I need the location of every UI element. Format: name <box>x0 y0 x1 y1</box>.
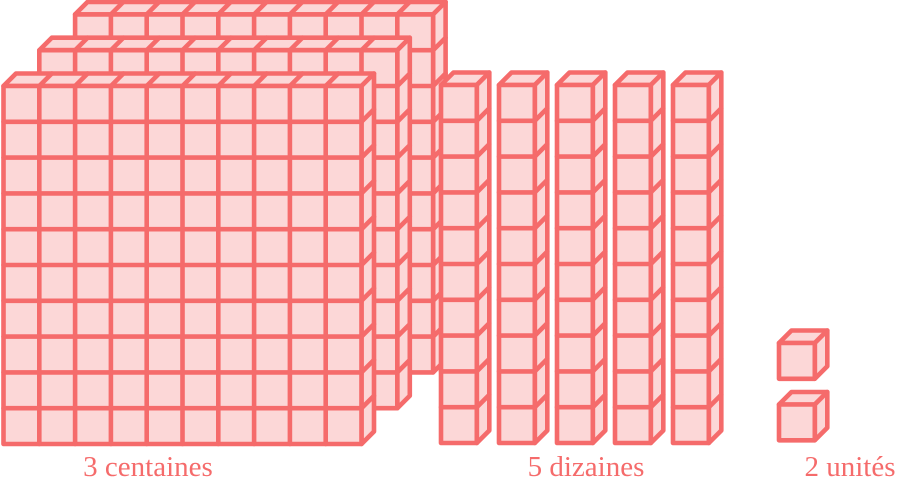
ten-rod-block <box>670 70 724 446</box>
label-centaines: 3 centaines <box>83 451 213 483</box>
label-dizaines: 5 dizaines <box>527 451 645 483</box>
label-unites: 2 unités <box>804 451 896 483</box>
ten-rod-block <box>438 70 492 446</box>
unit-cube-block <box>776 389 830 443</box>
unit-cube-block <box>776 328 830 382</box>
ten-rod-block <box>612 70 666 446</box>
hundred-flat-block <box>1 71 377 447</box>
ten-rod-block <box>496 70 550 446</box>
ten-rod-block <box>554 70 608 446</box>
